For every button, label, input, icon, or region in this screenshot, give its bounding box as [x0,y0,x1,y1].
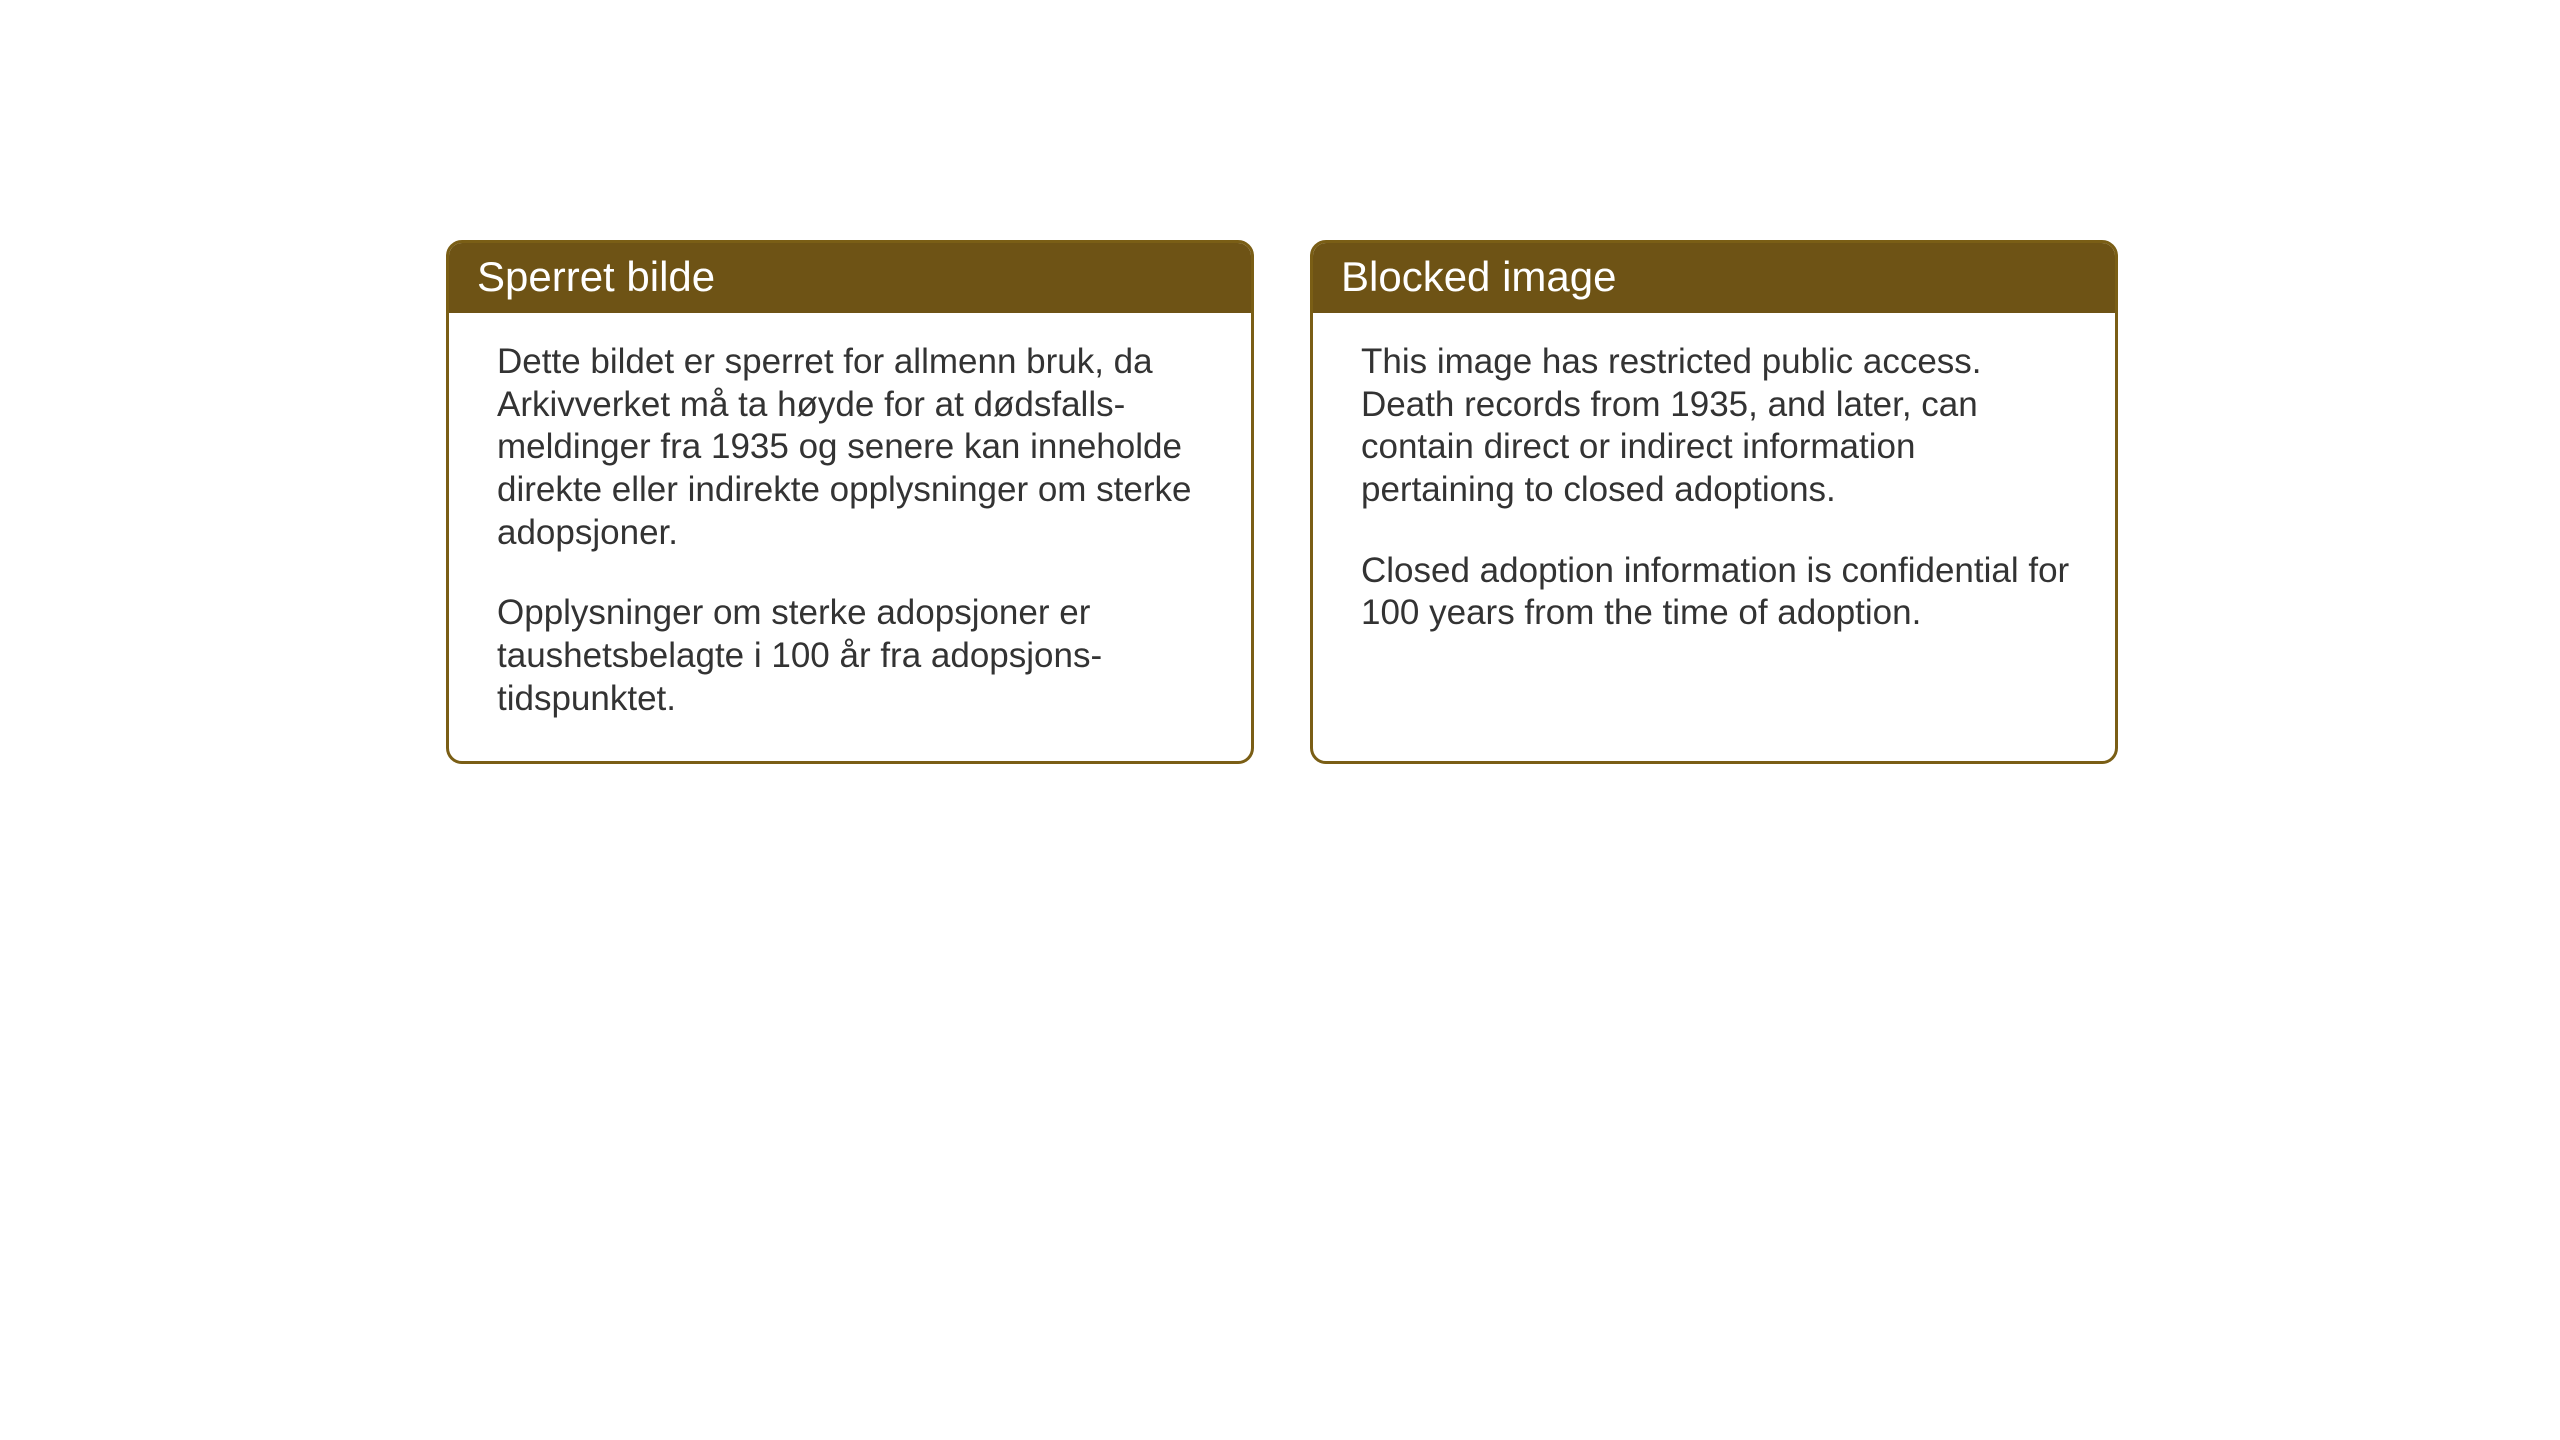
norwegian-paragraph-1: Dette bildet er sperret for allmenn bruk… [497,341,1209,554]
english-panel-title: Blocked image [1313,243,2115,313]
norwegian-paragraph-2: Opplysninger om sterke adopsjoner er tau… [497,592,1209,720]
norwegian-panel-body: Dette bildet er sperret for allmenn bruk… [449,313,1251,761]
norwegian-panel: Sperret bilde Dette bildet er sperret fo… [446,240,1254,764]
english-paragraph-2: Closed adoption information is confident… [1361,550,2073,635]
norwegian-panel-title: Sperret bilde [449,243,1251,313]
panels-container: Sperret bilde Dette bildet er sperret fo… [446,240,2118,764]
english-paragraph-1: This image has restricted public access.… [1361,341,2073,512]
english-panel-body: This image has restricted public access.… [1313,313,2115,693]
english-panel: Blocked image This image has restricted … [1310,240,2118,764]
